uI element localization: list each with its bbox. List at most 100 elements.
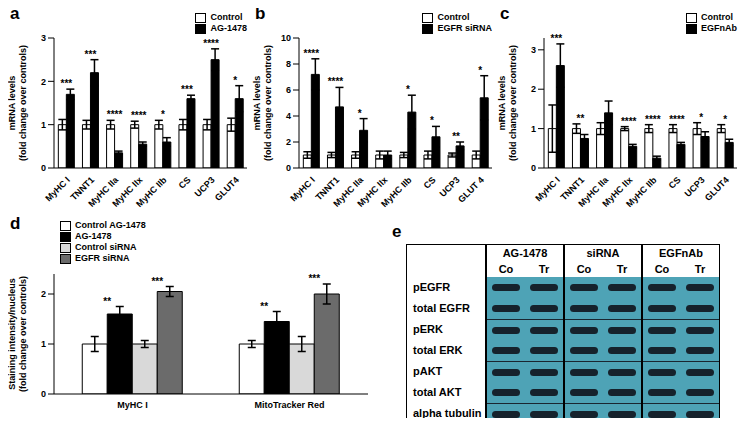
html-text:EGFR siRNA: EGFR siRNA (437, 23, 492, 33)
svg-text:0: 0 (286, 163, 291, 173)
svg-text:MyHC IIb: MyHC IIb (134, 175, 169, 210)
svg-text:2: 2 (531, 84, 536, 94)
svg-text:GLUT 4: GLUT 4 (456, 175, 486, 205)
svg-text:6: 6 (286, 85, 291, 95)
svg-text:*: * (233, 75, 237, 86)
html-text:Control: Control (210, 12, 243, 22)
html-text:siRNA: siRNA (586, 247, 620, 259)
svg-text:2: 2 (41, 289, 46, 299)
svg-text:****: **** (203, 38, 219, 49)
svg-text:****: **** (669, 114, 685, 125)
html-text:Co: Co (654, 263, 670, 275)
svg-text:MyHC IIx: MyHC IIx (110, 174, 145, 209)
svg-text:10: 10 (281, 33, 291, 43)
html-text:Tr: Tr (538, 263, 550, 275)
svg-text:3: 3 (41, 33, 46, 43)
svg-text:GLUT4: GLUT4 (703, 175, 731, 203)
svg-text:0: 0 (41, 389, 46, 399)
html-text:Control: Control (701, 12, 733, 22)
svg-text:**: ** (577, 113, 585, 124)
html-text:total AKT: total AKT (413, 386, 462, 398)
svg-text:MyHC IIx: MyHC IIx (600, 174, 635, 209)
svg-text:MyHC I: MyHC I (117, 400, 148, 410)
svg-text:UCP3: UCP3 (682, 174, 707, 199)
svg-text:***: *** (181, 84, 193, 95)
svg-text:**: ** (103, 296, 111, 307)
html-text:pAKT: pAKT (413, 365, 443, 377)
html-text:alpha tubulin: alpha tubulin (413, 407, 482, 419)
html-text:Control: Control (437, 12, 470, 22)
html-text:EGFnAb: EGFnAb (659, 247, 703, 259)
svg-text:*: * (161, 109, 165, 120)
html-text:AG-1478: AG-1478 (210, 23, 247, 33)
html-text:mRNA levels: mRNA levels (252, 75, 262, 131)
html-text:c: c (500, 4, 510, 23)
svg-text:*: * (723, 114, 727, 125)
svg-text:3: 3 (531, 45, 536, 55)
html-text:Co: Co (498, 263, 514, 275)
svg-text:CS: CS (177, 175, 193, 191)
svg-text:CS: CS (667, 175, 683, 191)
html-text:mRNA levels: mRNA levels (7, 75, 17, 131)
svg-text:***: *** (550, 33, 562, 44)
svg-text:****: **** (645, 114, 661, 125)
html-text:pERK: pERK (413, 323, 443, 335)
svg-text:****: **** (107, 109, 123, 120)
svg-text:4: 4 (286, 111, 291, 121)
svg-text:TNNT1: TNNT1 (68, 174, 97, 203)
svg-text:**: ** (452, 131, 460, 142)
html-text:(fold change over controls): (fold change over controls) (263, 45, 273, 161)
svg-text:TNNT1: TNNT1 (558, 174, 587, 203)
svg-text:*: * (478, 65, 482, 76)
svg-text:1: 1 (41, 339, 46, 349)
html-text:d: d (10, 214, 21, 233)
svg-text:GLUT4: GLUT4 (213, 175, 241, 203)
svg-text:MyHC IIa: MyHC IIa (576, 174, 611, 209)
svg-text:UCP3: UCP3 (437, 174, 462, 199)
html-text:pEGFR: pEGFR (413, 281, 451, 293)
svg-text:MyHC IIb: MyHC IIb (624, 175, 659, 210)
svg-text:MitoTracker Red: MitoTracker Red (254, 400, 324, 410)
svg-text:8: 8 (286, 59, 291, 69)
svg-text:***: *** (308, 273, 320, 284)
html-text:mRNA levels: mRNA levels (497, 75, 507, 131)
html-text:(fold change over controls): (fold change over controls) (508, 45, 518, 161)
svg-text:****: **** (131, 110, 147, 121)
svg-text:2: 2 (41, 77, 46, 87)
svg-text:MyHC I: MyHC I (43, 175, 72, 204)
svg-text:****: **** (621, 116, 637, 127)
svg-text:***: *** (85, 49, 97, 60)
svg-text:MyHC IIx: MyHC IIx (355, 174, 390, 209)
html-text:total EGFR: total EGFR (413, 302, 470, 314)
html-text:Tr: Tr (616, 263, 628, 275)
svg-text:MyHC IIa: MyHC IIa (331, 174, 366, 209)
svg-text:1: 1 (531, 124, 536, 134)
svg-text:MyHC IIa: MyHC IIa (86, 174, 121, 209)
svg-text:UCP3: UCP3 (192, 174, 217, 199)
svg-text:TNNT1: TNNT1 (313, 174, 342, 203)
svg-text:***: *** (151, 276, 163, 287)
svg-text:*: * (699, 112, 703, 123)
svg-text:CS: CS (422, 175, 438, 191)
svg-text:MyHC IIb: MyHC IIb (379, 175, 414, 210)
svg-text:**: ** (260, 301, 268, 312)
svg-text:*: * (430, 115, 434, 126)
html-text:AG-1478: AG-1478 (502, 247, 548, 259)
svg-text:MyHC I: MyHC I (288, 175, 317, 204)
svg-text:****: **** (328, 76, 344, 87)
html-text:b: b (255, 4, 266, 23)
html-text:Tr: Tr (694, 263, 706, 275)
html-text:a: a (10, 4, 20, 23)
html-text:Co: Co (576, 263, 592, 275)
svg-text:2: 2 (286, 137, 291, 147)
svg-text:0: 0 (531, 163, 536, 173)
html-text:total ERK: total ERK (413, 344, 463, 356)
svg-text:*: * (406, 84, 410, 95)
html-text:(fold change over controls): (fold change over controls) (18, 45, 28, 161)
svg-text:0: 0 (41, 163, 46, 173)
svg-text:****: **** (304, 48, 320, 59)
svg-text:*: * (358, 108, 362, 119)
svg-text:***: *** (60, 78, 72, 89)
svg-text:MyHC I: MyHC I (533, 175, 562, 204)
svg-text:1: 1 (41, 120, 46, 130)
